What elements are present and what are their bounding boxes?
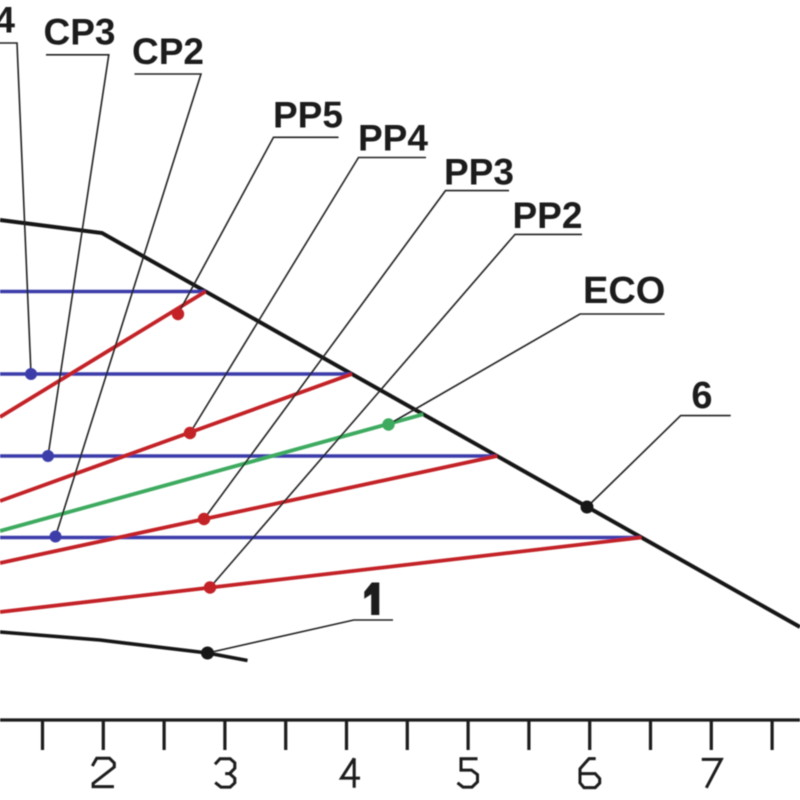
svg-text:PP4: PP4 (358, 118, 428, 159)
svg-text:4: 4 (0, 0, 15, 41)
svg-text:6: 6 (691, 375, 712, 417)
svg-text:ECO: ECO (583, 270, 665, 312)
svg-text:PP2: PP2 (513, 195, 583, 236)
svg-text:CP2: CP2 (132, 31, 204, 72)
svg-text:CP3: CP3 (44, 12, 116, 53)
svg-text:PP3: PP3 (444, 152, 514, 193)
svg-text:PP5: PP5 (273, 95, 343, 136)
